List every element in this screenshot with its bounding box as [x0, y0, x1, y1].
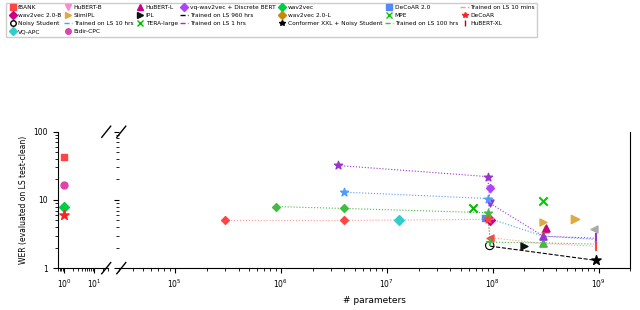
- Point: [485, 240, 495, 245]
- Point: [483, 210, 493, 215]
- Point: [538, 234, 548, 239]
- Point: [339, 218, 349, 223]
- X-axis label: # parameters: # parameters: [344, 296, 406, 305]
- Point: [339, 190, 349, 195]
- Point: [538, 199, 548, 204]
- Point: [485, 201, 495, 206]
- Point: [483, 196, 493, 201]
- Legend: fBANK, wav2vec 2.0-B, Noisy Student, VQ-APC, HuBERT-B, SlimIPL, Trained on LS 10: fBANK, wav2vec 2.0-B, Noisy Student, VQ-…: [6, 3, 538, 37]
- Point: [483, 217, 493, 222]
- Point: [538, 240, 548, 245]
- Point: [570, 217, 580, 222]
- Point: [480, 215, 490, 220]
- Point: [538, 219, 548, 224]
- Point: [485, 218, 495, 223]
- Point: [591, 244, 601, 249]
- Point: [333, 163, 344, 168]
- Point: [59, 204, 69, 209]
- Point: [59, 154, 69, 159]
- Point: [591, 236, 601, 241]
- Y-axis label: WER (evaluated on LS test-clean): WER (evaluated on LS test-clean): [19, 136, 28, 264]
- Point: [220, 218, 230, 223]
- Point: [485, 216, 495, 221]
- Point: [540, 226, 550, 231]
- Point: [591, 242, 601, 247]
- Point: [483, 174, 493, 179]
- Point: [485, 186, 495, 191]
- Point: [339, 206, 349, 211]
- Point: [591, 258, 601, 263]
- Point: [538, 241, 548, 246]
- Point: [589, 226, 599, 231]
- Point: [519, 244, 529, 249]
- Point: [394, 218, 404, 223]
- Point: [59, 213, 69, 218]
- Point: [485, 186, 495, 191]
- Point: [484, 243, 495, 248]
- Point: [271, 204, 281, 209]
- Point: [591, 237, 601, 242]
- Point: [538, 234, 548, 239]
- Point: [541, 225, 551, 230]
- Point: [485, 235, 495, 240]
- Point: [59, 183, 69, 188]
- Point: [468, 206, 478, 211]
